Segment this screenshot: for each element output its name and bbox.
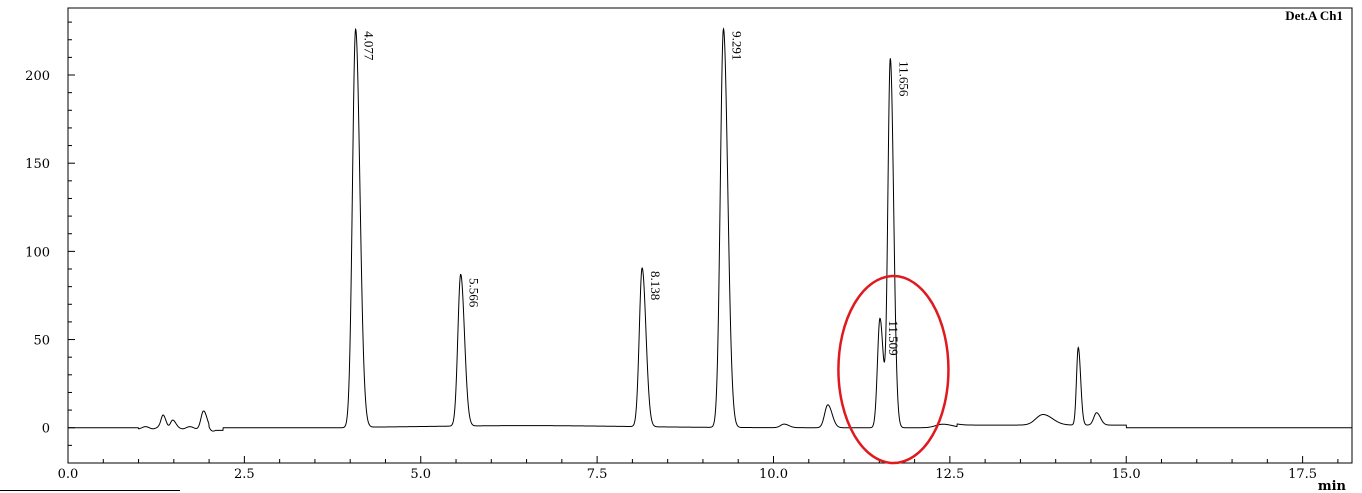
detector-label: Det.A Ch1 <box>1285 8 1343 23</box>
x-tick-label: 5.0 <box>410 467 431 482</box>
highlight-ellipse <box>837 274 950 465</box>
y-tick-label: 150 <box>25 157 50 172</box>
y-tick-label: 100 <box>25 245 50 260</box>
peak-label: 11.656 <box>896 61 911 97</box>
x-axis-unit-label: min <box>1318 479 1347 493</box>
y-tick-label: 200 <box>25 69 50 84</box>
peak-label: 11.509 <box>886 320 901 355</box>
x-tick-label: 7.5 <box>587 467 608 482</box>
peak-label: 9.291 <box>729 31 744 60</box>
x-tick-label: 12.5 <box>935 467 964 482</box>
chromatogram-trace <box>68 27 1352 432</box>
plot-frame <box>67 7 1353 464</box>
underline-mark <box>0 490 180 491</box>
x-tick-label: 0.0 <box>58 467 79 482</box>
highlight-layer <box>837 274 950 465</box>
peak-label: 8.138 <box>648 271 663 300</box>
x-tick-label: 2.5 <box>234 467 255 482</box>
axes: 0.0 2.5 5.0 7.5 10.0 12.5 15.0 17.5 0 50 100 150 200 <box>25 7 1353 482</box>
y-tick-label: 50 <box>33 334 50 349</box>
trace-layer <box>68 27 1352 432</box>
x-tick-label: 17.5 <box>1288 467 1317 482</box>
y-tick-label: 0 <box>42 422 50 437</box>
peak-label: 5.566 <box>467 278 482 308</box>
peak-labels: 4.077 5.566 8.138 9.291 11.509 11.656 <box>362 31 912 356</box>
peak-label: 4.077 <box>362 31 377 61</box>
x-tick-label: 10.0 <box>759 467 788 482</box>
x-tick-label: 15.0 <box>1112 467 1141 482</box>
